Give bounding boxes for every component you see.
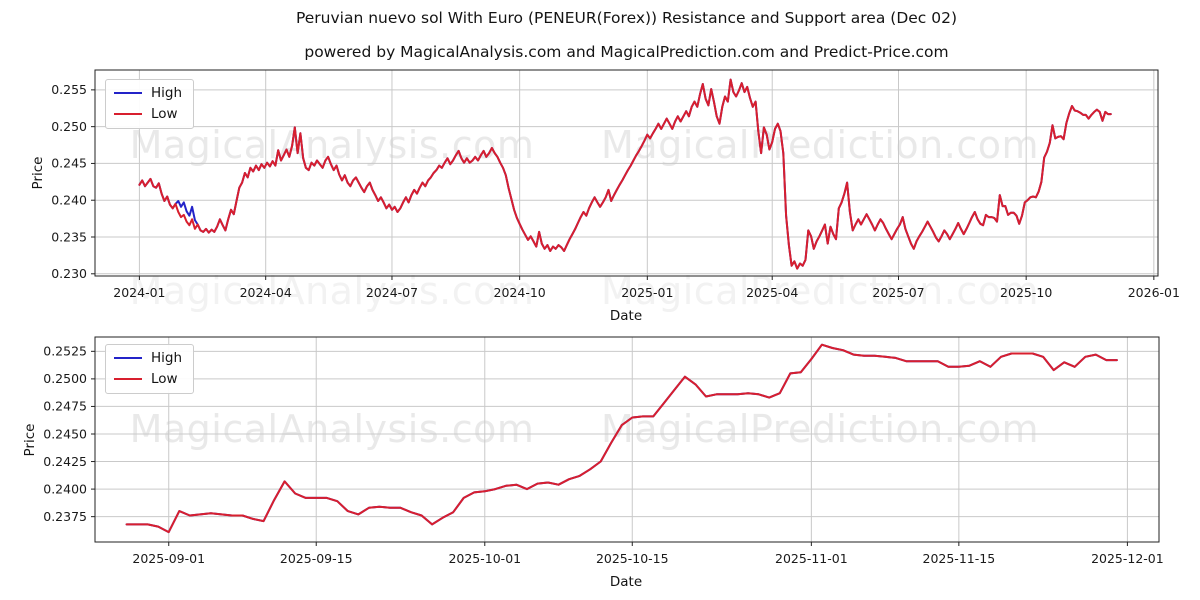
x-tick-label: 2025-07 bbox=[872, 285, 924, 300]
watermark-text: MagicalPrediction.com bbox=[601, 123, 1039, 167]
watermark-text: MagicalAnalysis.com bbox=[130, 407, 535, 451]
legend-label-high: High bbox=[151, 85, 183, 101]
x-tick-label: 2025-09-01 bbox=[132, 551, 205, 566]
legend-item-high: High bbox=[114, 351, 182, 366]
high-line-swatch bbox=[114, 92, 142, 95]
y-tick-label: 0.2475 bbox=[43, 399, 87, 414]
y-tick-label: 0.2375 bbox=[43, 509, 87, 524]
y-axis-label-bottom: Price bbox=[22, 423, 38, 457]
watermark-text: MagicalPrediction.com bbox=[601, 407, 1039, 451]
x-axis-label-top: Date bbox=[609, 308, 643, 324]
x-tick-label: 2024-10 bbox=[494, 285, 546, 300]
y-axis-label-top: Price bbox=[30, 156, 46, 190]
legend-top: High Low bbox=[105, 79, 195, 129]
legend-bottom: High Low bbox=[105, 344, 195, 394]
x-tick-label: 2024-01 bbox=[113, 285, 165, 300]
low-line bbox=[138, 78, 1112, 270]
legend-label-low: Low bbox=[151, 105, 178, 122]
legend-label-high: High bbox=[151, 350, 183, 366]
legend-item-low: Low bbox=[114, 370, 182, 387]
y-tick-label: 0.250 bbox=[51, 119, 87, 134]
x-tick-label: 2025-11-15 bbox=[923, 551, 996, 566]
x-tick-label: 2025-10-01 bbox=[448, 551, 521, 566]
legend-item-low: Low bbox=[114, 105, 182, 122]
x-tick-label: 2025-01 bbox=[621, 285, 673, 300]
y-tick-label: 0.2400 bbox=[43, 481, 87, 496]
x-tick-label: 2026-01 bbox=[1128, 285, 1180, 300]
y-tick-label: 0.2500 bbox=[43, 371, 87, 386]
x-tick-label: 2025-09-15 bbox=[280, 551, 353, 566]
y-tick-label: 0.2450 bbox=[43, 426, 87, 441]
y-tick-label: 0.2525 bbox=[43, 344, 87, 359]
chart-title: Peruvian nuevo sol With Euro (PENEUR(For… bbox=[295, 9, 958, 27]
x-tick-label: 2025-04 bbox=[746, 285, 798, 300]
y-tick-label: 0.240 bbox=[51, 193, 87, 208]
plot-spine bbox=[94, 69, 1159, 277]
y-tick-label: 0.2425 bbox=[43, 454, 87, 469]
y-tick-label: 0.235 bbox=[51, 229, 87, 244]
x-tick-label: 2024-04 bbox=[240, 285, 292, 300]
x-axis-label-bottom: Date bbox=[609, 574, 643, 590]
y-tick-label: 0.230 bbox=[51, 266, 87, 281]
legend-label-low: Low bbox=[151, 370, 178, 387]
y-tick-label: 0.255 bbox=[51, 82, 87, 97]
x-tick-label: 2025-11-01 bbox=[775, 551, 848, 566]
x-tick-label: 2025-10-15 bbox=[596, 551, 669, 566]
x-tick-label: 2025-10 bbox=[1000, 285, 1052, 300]
chart-subtitle: powered by MagicalAnalysis.com and Magic… bbox=[304, 43, 949, 61]
plot-spine bbox=[94, 336, 1160, 543]
low-line-swatch bbox=[114, 113, 142, 116]
high-line-swatch bbox=[114, 357, 142, 360]
low-line-swatch bbox=[114, 378, 142, 381]
x-tick-label: 2025-12-01 bbox=[1091, 551, 1164, 566]
x-tick-label: 2024-07 bbox=[366, 285, 418, 300]
y-tick-label: 0.245 bbox=[51, 156, 87, 171]
low-line bbox=[125, 343, 1118, 534]
legend-item-high: High bbox=[114, 86, 182, 101]
